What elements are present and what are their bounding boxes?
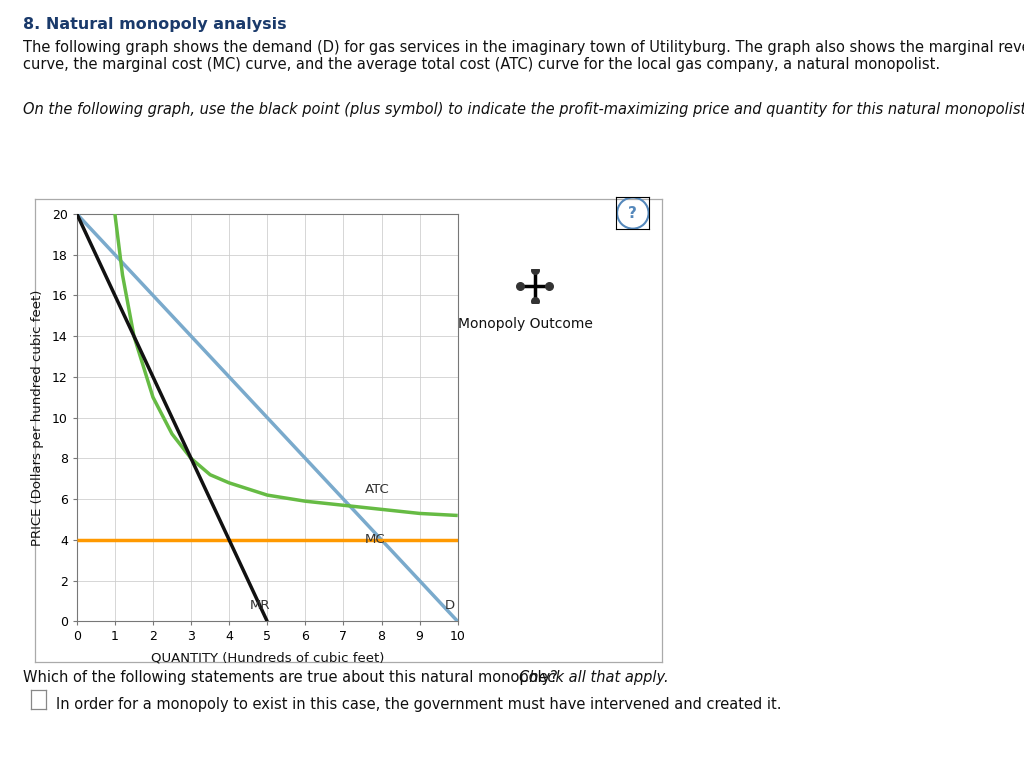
Text: MC: MC xyxy=(365,533,385,546)
X-axis label: QUANTITY (Hundreds of cubic feet): QUANTITY (Hundreds of cubic feet) xyxy=(151,652,384,665)
Text: Which of the following statements are true about this natural monopoly?: Which of the following statements are tr… xyxy=(23,670,562,685)
Point xyxy=(512,279,528,292)
Y-axis label: PRICE (Dollars per hundred cubic feet): PRICE (Dollars per hundred cubic feet) xyxy=(31,290,44,546)
Text: MR: MR xyxy=(250,599,270,612)
Text: curve, the marginal cost (MC) curve, and the average total cost (ATC) curve for : curve, the marginal cost (MC) curve, and… xyxy=(23,57,940,72)
Text: ?: ? xyxy=(629,205,637,221)
Point xyxy=(526,264,543,276)
Text: In order for a monopoly to exist in this case, the government must have interven: In order for a monopoly to exist in this… xyxy=(56,697,781,712)
Point xyxy=(541,279,557,292)
Text: Monopoly Outcome: Monopoly Outcome xyxy=(458,317,593,330)
Point xyxy=(526,295,543,307)
Text: On the following graph, use the black point (plus symbol) to indicate the profit: On the following graph, use the black po… xyxy=(23,102,1024,117)
Text: Check all that apply.: Check all that apply. xyxy=(519,670,669,685)
Text: ATC: ATC xyxy=(365,483,389,496)
Text: The following graph shows the demand (D) for gas services in the imaginary town : The following graph shows the demand (D)… xyxy=(23,40,1024,55)
Text: D: D xyxy=(444,599,455,612)
Text: 8. Natural monopoly analysis: 8. Natural monopoly analysis xyxy=(23,17,286,32)
